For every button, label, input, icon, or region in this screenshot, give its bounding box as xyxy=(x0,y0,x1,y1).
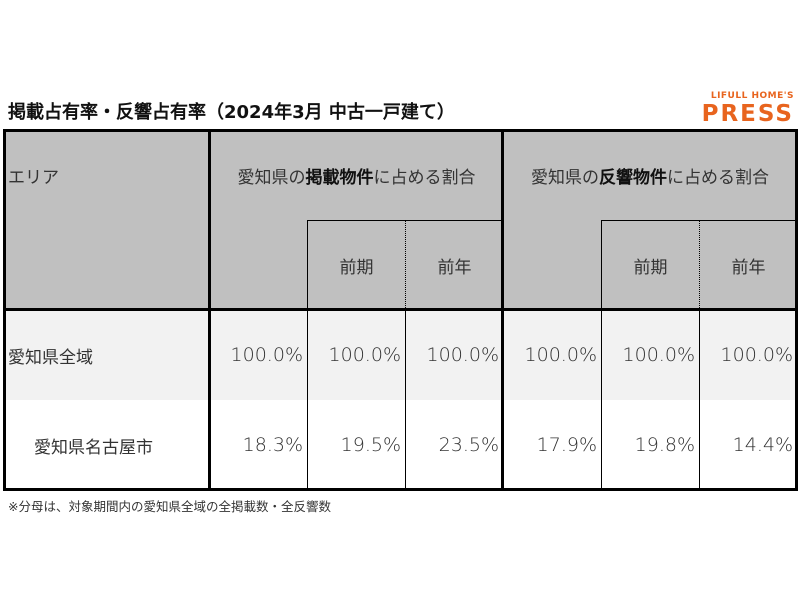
header-suffix: に占める割合 xyxy=(373,167,476,188)
area-header: エリア xyxy=(8,167,59,188)
footnote: ※分母は、対象期間内の愛知県全域の全掲載数・全反響数 xyxy=(8,499,331,514)
value-cell: 100.0% xyxy=(601,310,699,400)
listing-share-header: 愛知県の 掲載物件 に占める割合 xyxy=(210,130,503,220)
value-cell: 100.0% xyxy=(524,344,597,366)
table-row-bg xyxy=(4,310,797,400)
value-cell: 100.0% xyxy=(307,310,405,400)
sub-header-prev-period: 前期 xyxy=(601,220,699,310)
value-cell: 100.0% xyxy=(405,310,503,400)
header-prefix: 愛知県の xyxy=(237,167,306,188)
header-suffix: に占める割合 xyxy=(667,167,769,188)
value-cell: 23.5% xyxy=(405,400,503,490)
sub-header-prev-year: 前年 xyxy=(699,220,797,310)
table-border-bottom xyxy=(3,488,798,491)
sub-header-prev-period: 前期 xyxy=(307,220,405,310)
page-title: 掲載占有率・反響占有率（2024年3月 中古一戸建て） xyxy=(8,102,455,123)
header-bold: 掲載物件 xyxy=(305,167,374,188)
value-cell: 100.0% xyxy=(230,344,303,366)
value-cell: 100.0% xyxy=(699,310,797,400)
value-cell: 18.3% xyxy=(242,434,303,456)
column-divider xyxy=(501,129,504,491)
logo-line1: LIFULL HOME'S xyxy=(710,91,794,101)
sub-header-prev-year: 前年 xyxy=(405,220,503,310)
area-cell: 愛知県名古屋市 xyxy=(34,437,153,458)
column-divider xyxy=(208,129,211,491)
value-cell: 17.9% xyxy=(536,434,597,456)
logo-line2: PRESS xyxy=(701,101,794,127)
value-cell: 19.5% xyxy=(307,400,405,490)
area-cell: 愛知県全域 xyxy=(8,347,93,368)
header-bold: 反響物件 xyxy=(599,167,667,188)
value-cell: 19.8% xyxy=(601,400,699,490)
value-cell: 14.4% xyxy=(699,400,797,490)
header-divider xyxy=(3,308,798,311)
table-border-top xyxy=(3,129,798,132)
header-prefix: 愛知県の xyxy=(531,167,599,188)
lifull-homes-press-logo: LIFULL HOME'S PRESS xyxy=(702,92,794,126)
inquiry-share-header: 愛知県の 反響物件 に占める割合 xyxy=(503,130,797,220)
